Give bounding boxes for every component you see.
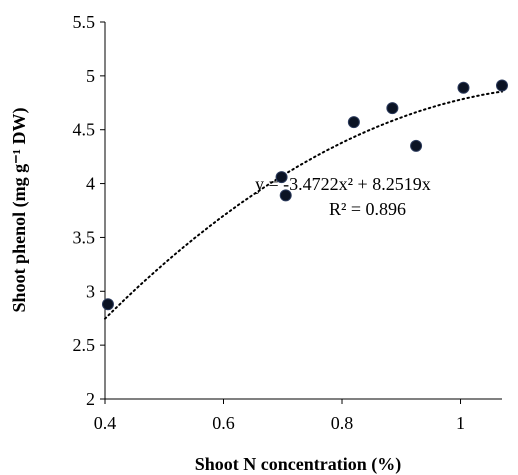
trendline-equation: y = -3.4722x² + 8.2519x — [255, 174, 431, 194]
trendline — [104, 90, 503, 320]
data-point — [101, 298, 114, 311]
r-squared-label: R² = 0.896 — [329, 199, 406, 219]
y-tick-label: 2 — [86, 389, 95, 409]
x-tick-label: 1 — [456, 413, 465, 433]
x-tick-label: 0.8 — [331, 413, 354, 433]
y-tick-label: 3.5 — [73, 227, 96, 247]
y-tick-label: 5 — [86, 66, 95, 86]
x-axis-ticks: 0.4 0.6 0.8 1 — [94, 399, 465, 433]
y-tick-label: 4.5 — [73, 120, 96, 140]
x-tick-label: 0.6 — [212, 413, 235, 433]
data-points — [101, 79, 508, 311]
data-point — [457, 81, 470, 94]
y-tick-label: 3 — [86, 281, 95, 301]
y-tick-label: 4 — [86, 174, 95, 194]
y-tick-label: 5.5 — [73, 12, 96, 32]
x-axis-title: Shoot N concentration (%) — [195, 454, 401, 475]
data-point — [347, 116, 360, 129]
data-point — [279, 189, 292, 202]
data-point — [496, 79, 508, 92]
data-point — [275, 171, 288, 184]
y-tick-label: 2.5 — [73, 335, 96, 355]
data-point — [410, 139, 423, 152]
x-tick-label: 0.4 — [94, 413, 117, 433]
data-point — [386, 102, 399, 115]
y-axis-title: Shoot phenol (mg g⁻¹ DW) — [9, 108, 30, 313]
y-axis-ticks: 2 2.5 3 3.5 4 4.5 5 5.5 — [73, 12, 105, 409]
